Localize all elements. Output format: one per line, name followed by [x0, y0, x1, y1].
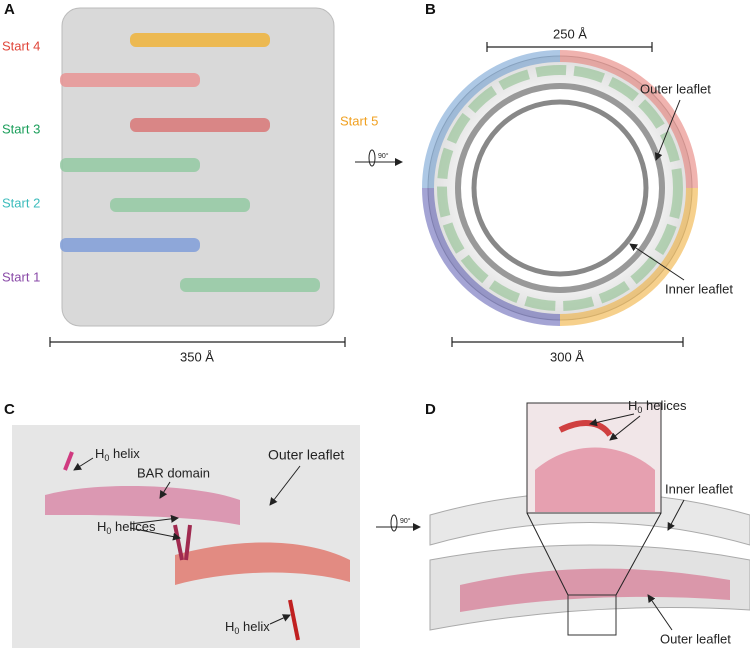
annotation-arrow [667, 499, 685, 531]
bar-domains [45, 451, 350, 641]
annotation-arrow [159, 481, 171, 499]
helix-arc [422, 50, 561, 189]
inset-helices [535, 447, 655, 512]
zoom-line [615, 512, 662, 596]
annotation-arrow [654, 99, 681, 161]
annotation: BAR domain [137, 465, 210, 480]
helix-arc [422, 187, 561, 326]
zoom-box [567, 594, 617, 636]
annotation: Outer leaflet [268, 447, 344, 463]
annotation-arrow [269, 465, 301, 506]
helix-layers [60, 33, 320, 292]
helix-arc [559, 187, 698, 326]
annotation: Inner leaflet [665, 281, 733, 296]
panel-label: B [425, 1, 436, 18]
annotation: Inner leaflet [665, 481, 733, 496]
annotation: Outer leaflet [640, 81, 711, 96]
rotation-label: 90° [378, 152, 389, 160]
annotation-arrow [129, 527, 181, 541]
start-label: Start 1 [2, 269, 40, 284]
inner-leaflet [471, 99, 649, 277]
start-label: Start 3 [2, 121, 40, 136]
annotation-arrow [269, 614, 291, 625]
helix [60, 158, 200, 172]
scale-label: 350 Å [180, 349, 214, 364]
scale-label: 250 Å [553, 26, 587, 41]
annotation: H0 helix [225, 619, 270, 636]
protein-coat [437, 65, 683, 311]
start-label: Start 4 [2, 38, 40, 53]
start-label: Start 2 [2, 195, 40, 210]
annotation-arrow [609, 415, 641, 441]
annotation-arrow [647, 594, 673, 631]
annotation-arrow [629, 243, 685, 281]
annotation-arrow [73, 457, 94, 471]
helix [180, 278, 320, 292]
rotation-label: 90° [400, 517, 411, 525]
helix [130, 33, 270, 47]
inset-h0 [558, 420, 613, 437]
helix-arc [559, 50, 698, 189]
annotation: H0 helices [628, 398, 687, 415]
panel-label: C [4, 401, 15, 418]
zoom-line [526, 512, 569, 596]
scale-label: 300 Å [550, 349, 584, 364]
rotation-icon [390, 514, 398, 532]
helix [130, 118, 270, 132]
helix [110, 198, 250, 212]
helix [60, 238, 200, 252]
protein-band [460, 568, 730, 612]
annotation: H0 helix [95, 446, 140, 463]
panel-label: D [425, 401, 436, 418]
panel-label: A [4, 1, 15, 18]
annotation-arrow [129, 514, 179, 525]
rotation-icon [368, 149, 376, 167]
annotation: Outer leaflet [660, 631, 731, 646]
annotation-arrow [589, 413, 635, 427]
start-label: Start 5 [340, 113, 378, 128]
helix [60, 73, 200, 87]
